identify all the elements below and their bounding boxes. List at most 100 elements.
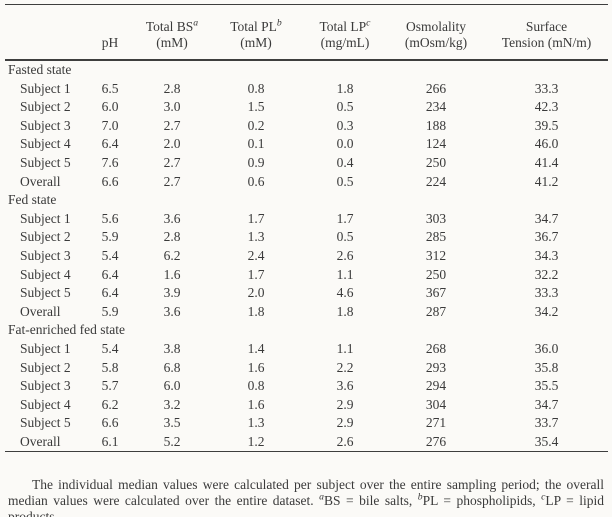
- value-cell: 0.8: [247, 378, 265, 394]
- row-label: Subject 1: [20, 80, 71, 96]
- value-cell: 124: [425, 136, 447, 152]
- value-cell: 3.0: [163, 99, 181, 115]
- value-cell: 1.7: [247, 210, 265, 226]
- value-cell: 2.7: [163, 173, 181, 189]
- value-cell: 304: [425, 396, 447, 412]
- section-label: Fasted state: [8, 62, 72, 77]
- header-total-lp-unit: (mg/mL): [320, 35, 370, 50]
- header-surface-tension: Surface Tension (mN/m): [485, 5, 608, 61]
- footnote-intro: The individual median values were calcul…: [8, 476, 604, 508]
- value-cell: 5.7: [101, 378, 119, 394]
- value-cell: 285: [425, 229, 447, 245]
- value-cell: 7.0: [101, 117, 119, 133]
- value-cell: 1.5: [247, 99, 265, 115]
- value-cell: 6.0: [163, 378, 181, 394]
- value-cell: 35.5: [534, 378, 559, 394]
- value-cell: 5.4: [101, 340, 119, 356]
- value-cell: 2.8: [163, 80, 181, 96]
- value-cell: 1.7: [247, 266, 265, 282]
- table-row: Subject 1 5.6 3.6 1.7 1.7 303 34.7: [5, 210, 608, 229]
- value-cell: 3.6: [163, 210, 181, 226]
- table-row: Subject 3 5.7 6.0 0.8 3.6 294 35.5: [5, 377, 608, 396]
- value-cell: 1.8: [336, 80, 354, 96]
- value-cell: 224: [425, 173, 447, 189]
- section-row: Fasted state: [5, 60, 608, 80]
- value-cell: 6.4: [101, 285, 119, 301]
- value-cell: 0.0: [336, 136, 354, 152]
- value-cell: 32.2: [534, 266, 559, 282]
- header-osmolality-unit: (mOsm/kg): [404, 35, 468, 50]
- value-cell: 293: [425, 359, 447, 375]
- value-cell: 1.1: [336, 266, 354, 282]
- table-row: Subject 1 5.4 3.8 1.4 1.1 268 36.0: [5, 340, 608, 359]
- value-cell: 0.5: [336, 99, 354, 115]
- value-cell: 6.4: [101, 266, 119, 282]
- value-cell: 1.2: [247, 433, 265, 449]
- header-row: pH Total BSa (mM) Total PLb (mM) Total L…: [5, 5, 608, 61]
- value-cell: 266: [425, 80, 447, 96]
- value-cell: 0.5: [336, 173, 354, 189]
- footnote-marker-c: c: [366, 17, 371, 29]
- table-row: Subject 5 6.4 3.9 2.0 4.6 367 33.3: [5, 284, 608, 303]
- value-cell: 35.4: [534, 433, 559, 449]
- row-label: Subject 2: [20, 229, 71, 245]
- value-cell: 5.8: [101, 359, 119, 375]
- value-cell: 1.4: [247, 340, 265, 356]
- value-cell: 1.6: [163, 266, 181, 282]
- section-row: Fed state: [5, 191, 608, 210]
- table-row: Overall 6.6 2.7 0.6 0.5 224 41.2: [5, 173, 608, 192]
- header-empty: [5, 5, 85, 61]
- row-label: Subject 3: [20, 117, 71, 133]
- header-ph: pH: [85, 5, 135, 61]
- table-row: Subject 1 6.5 2.8 0.8 1.8 266 33.3: [5, 80, 608, 99]
- section-row: Fat-enriched fed state: [5, 321, 608, 340]
- value-cell: 42.3: [534, 99, 559, 115]
- footnote-marker-b: b: [276, 17, 282, 29]
- footnote-def-pl: PL = phospholipids,: [422, 492, 542, 508]
- table-row: Subject 3 7.0 2.7 0.2 0.3 188 39.5: [5, 117, 608, 136]
- value-cell: 5.9: [101, 229, 119, 245]
- row-label: Subject 1: [20, 210, 71, 226]
- value-cell: 250: [425, 266, 447, 282]
- header-total-pl: Total PLb (mM): [209, 5, 303, 61]
- value-cell: 2.7: [163, 117, 181, 133]
- value-cell: 3.8: [163, 340, 181, 356]
- row-label: Overall: [20, 173, 61, 189]
- value-cell: 34.7: [534, 210, 559, 226]
- table-row: Overall 6.1 5.2 1.2 2.6 276 35.4: [5, 433, 608, 452]
- header-surface-tension-line2: Tension (mN/m): [501, 35, 592, 50]
- row-label: Subject 4: [20, 396, 71, 412]
- table-row: Subject 2 5.9 2.8 1.3 0.5 285 36.7: [5, 228, 608, 247]
- value-cell: 250: [425, 154, 447, 170]
- header-total-bs-line1: Total BS: [145, 19, 194, 34]
- value-cell: 0.6: [247, 173, 265, 189]
- value-cell: 1.1: [336, 340, 354, 356]
- footnote-def-bs: BS = bile salts,: [324, 492, 418, 508]
- row-label: Subject 2: [20, 99, 71, 115]
- table-footnote: The individual median values were calcul…: [8, 477, 604, 517]
- value-cell: 35.8: [534, 359, 559, 375]
- table-row: Overall 5.9 3.6 1.8 1.8 287 34.2: [5, 303, 608, 322]
- row-label: Subject 5: [20, 415, 71, 431]
- value-cell: 2.2: [336, 359, 354, 375]
- table-row: Subject 3 5.4 6.2 2.4 2.6 312 34.3: [5, 247, 608, 266]
- value-cell: 0.4: [336, 154, 354, 170]
- value-cell: 33.3: [534, 80, 559, 96]
- value-cell: 6.1: [101, 433, 119, 449]
- row-label: Subject 5: [20, 154, 71, 170]
- row-label: Subject 4: [20, 136, 71, 152]
- value-cell: 5.9: [101, 303, 119, 319]
- row-label: Overall: [20, 433, 61, 449]
- value-cell: 39.5: [534, 117, 559, 133]
- value-cell: 1.8: [247, 303, 265, 319]
- value-cell: 2.0: [247, 285, 265, 301]
- value-cell: 294: [425, 378, 447, 394]
- header-total-lp-line1: Total LP: [319, 19, 367, 34]
- value-cell: 7.6: [101, 154, 119, 170]
- value-cell: 5.6: [101, 210, 119, 226]
- value-cell: 1.7: [336, 210, 354, 226]
- value-cell: 36.7: [534, 229, 559, 245]
- value-cell: 271: [425, 415, 447, 431]
- row-label: Subject 3: [20, 247, 71, 263]
